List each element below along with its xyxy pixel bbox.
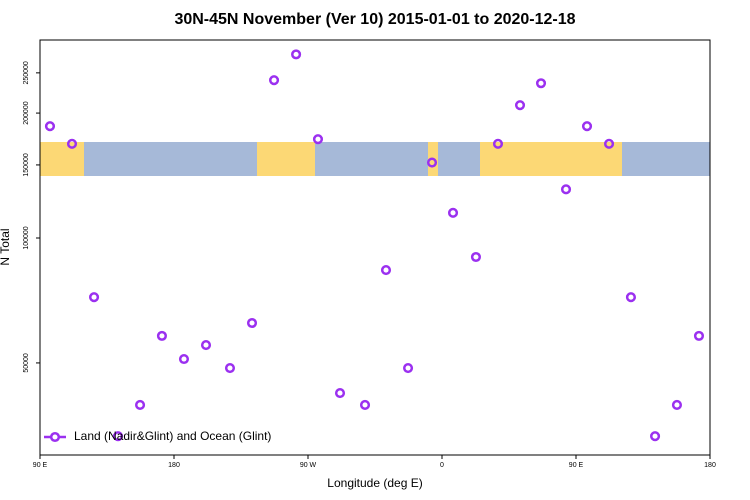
- y-tick-label: 150000: [23, 153, 30, 176]
- chart-title: 30N-45N November (Ver 10) 2015-01-01 to …: [174, 11, 575, 28]
- point: [650, 431, 661, 442]
- x-axis-label: Longitude (deg E): [327, 476, 422, 490]
- point: [447, 207, 459, 218]
- point: [156, 330, 167, 341]
- point: [334, 388, 346, 399]
- point: [604, 138, 615, 149]
- y-axis-label: N Total: [0, 228, 12, 265]
- point: [135, 399, 146, 411]
- point: [66, 138, 78, 149]
- legend-label: Land (Nadir&Glint) and Ocean (Glint): [74, 429, 271, 443]
- point: [625, 292, 636, 303]
- x-tick-label: 90 E: [33, 462, 48, 469]
- point: [514, 100, 526, 111]
- point: [492, 138, 504, 149]
- map-strip: [40, 142, 710, 176]
- point: [224, 363, 236, 374]
- x-tick-label: 90 E: [569, 462, 584, 469]
- point: [88, 292, 100, 303]
- x-tick-label: 90 W: [300, 462, 317, 469]
- y-tick-label: 100000: [23, 226, 30, 249]
- point: [44, 121, 56, 132]
- point: [560, 184, 572, 195]
- y-tick-label: 250000: [23, 61, 30, 84]
- legend-marker: [49, 431, 61, 443]
- point: [403, 363, 414, 374]
- point: [200, 340, 212, 351]
- point: [112, 431, 124, 442]
- y-tick-label: 200000: [23, 101, 30, 124]
- point: [671, 399, 682, 411]
- point: [246, 317, 258, 329]
- plot-frame: [39, 39, 711, 456]
- point: [426, 157, 438, 168]
- point: [470, 251, 481, 263]
- point: [269, 75, 280, 86]
- x-tick-label: 0: [440, 462, 444, 469]
- point: [380, 265, 392, 276]
- point: [581, 121, 593, 132]
- x-tick-label: 180: [168, 462, 180, 469]
- point: [178, 353, 190, 365]
- x-tick-label: 180: [704, 462, 716, 469]
- point: [359, 399, 371, 411]
- point: [535, 78, 547, 89]
- y-tick-label: 50000: [23, 353, 30, 373]
- point: [312, 134, 324, 145]
- point: [693, 330, 705, 341]
- point: [291, 49, 302, 60]
